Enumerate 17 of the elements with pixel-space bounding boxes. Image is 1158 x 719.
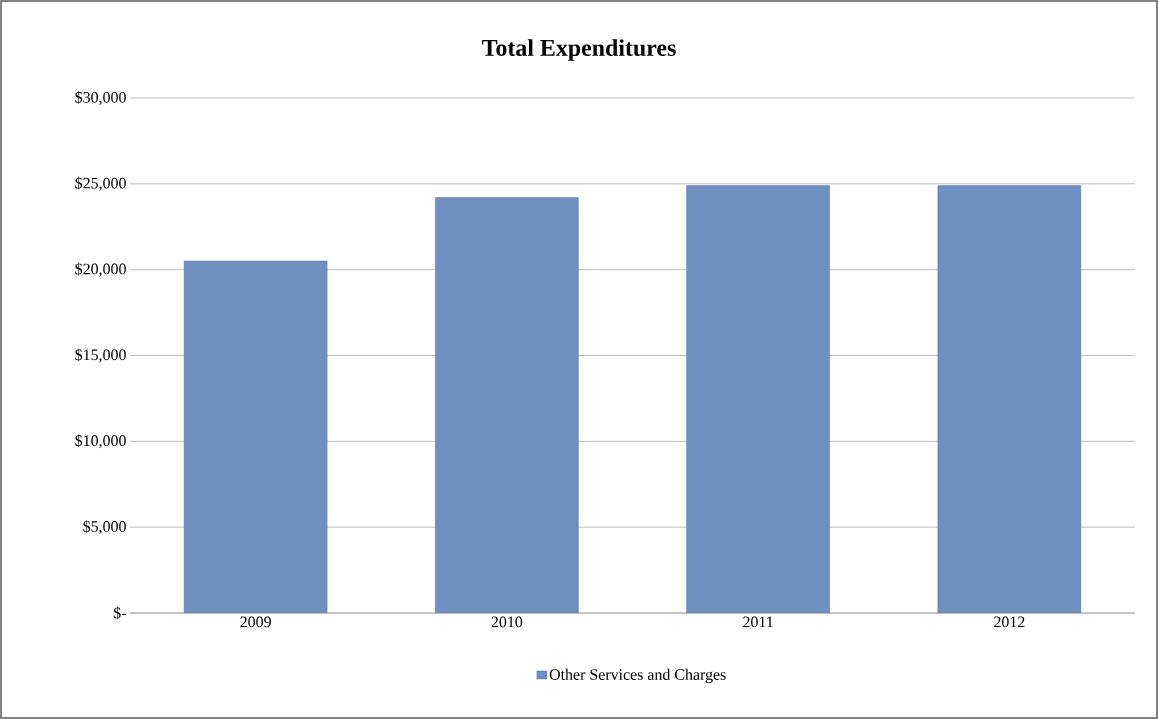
x-tick-label: 2012 xyxy=(994,616,1025,628)
chart-title: Total Expenditures xyxy=(482,39,676,61)
x-tick-label: 2009 xyxy=(240,616,271,628)
bar xyxy=(435,197,579,613)
x-tick-label: 2011 xyxy=(743,616,773,628)
x-tick-label: 2010 xyxy=(491,616,523,628)
y-tick-label: $5,000 xyxy=(83,520,126,535)
bar xyxy=(937,185,1082,613)
bar xyxy=(183,260,328,613)
legend-label: Other Services and Charges xyxy=(549,668,726,684)
y-tick-label: $30,000 xyxy=(75,90,126,105)
y-tick-label: $25,000 xyxy=(75,176,126,191)
y-tick-label: $15,000 xyxy=(75,348,126,363)
y-tick-label: $- xyxy=(113,606,126,620)
y-tick-label: $10,000 xyxy=(75,434,126,449)
bar xyxy=(686,185,830,613)
y-tick-label: $20,000 xyxy=(75,262,126,277)
